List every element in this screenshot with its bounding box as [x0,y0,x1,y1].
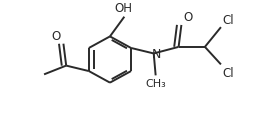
Text: Cl: Cl [222,66,234,79]
Text: OH: OH [114,3,132,15]
Text: N: N [152,48,161,61]
Text: O: O [51,30,61,43]
Text: Cl: Cl [222,13,234,26]
Text: O: O [183,11,193,24]
Text: CH₃: CH₃ [145,78,166,88]
